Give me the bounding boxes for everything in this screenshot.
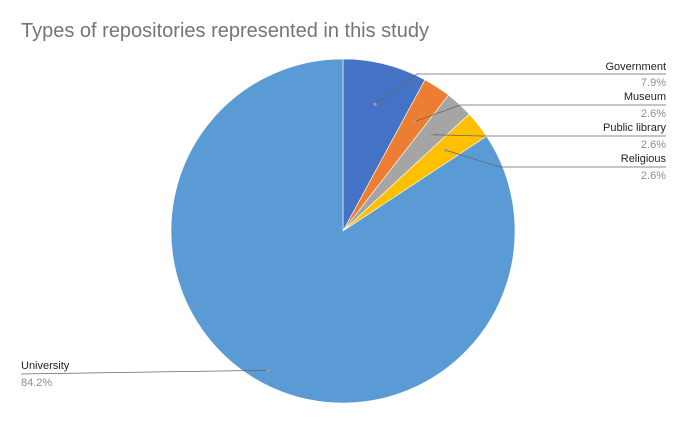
pie-slices [170,58,516,404]
slice-label-religious: Religious [621,153,667,165]
leader-dot-government [373,102,377,106]
slice-percent-public-library: 2.6% [641,139,666,151]
leader-dot-university [266,368,270,372]
slice-label-university: University [21,360,70,372]
leader-line-government [374,73,666,105]
slice-label-museum: Museum [624,91,666,103]
leader-dot-public-library [429,133,433,137]
leader-dot-museum [412,119,417,124]
leader-line-public-library [431,134,666,137]
leader-line-museum [414,104,666,122]
slice-labels: Government 7.9% Museum 2.6% Public library 2.… [21,61,666,389]
slice-percent-university: 84.2% [21,377,52,389]
pie-slice-university [170,58,516,404]
slice-percent-government: 7.9% [641,77,666,89]
leader-lines [20,73,666,375]
chart-title: Types of repositories represented in thi… [21,20,429,42]
slice-percent-museum: 2.6% [641,108,666,120]
slice-label-public-library: Public library [603,122,666,134]
leader-line-university [20,369,269,375]
leader-dot-religious [444,148,448,152]
leader-line-religious [445,149,666,168]
slice-label-government: Government [605,61,666,73]
slice-percent-religious: 2.6% [641,170,666,182]
